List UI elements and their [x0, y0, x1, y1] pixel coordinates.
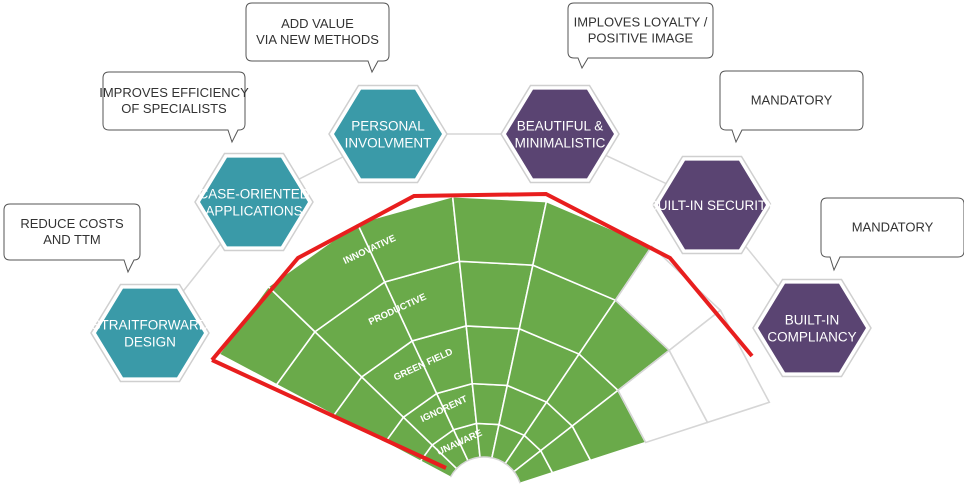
callout-mandatory-2: MANDATORY: [820, 197, 964, 272]
hexagon-label: BUILT-IN: [785, 313, 840, 328]
callout-text: OF SPECIALISTS: [121, 101, 227, 116]
callout-text: VIA NEW METHODS: [256, 32, 379, 47]
callout-mandatory-1: MANDATORY: [719, 70, 864, 144]
callout-improves-loyalty: IMPLOVES LOYALTY /POSITIVE IMAGE: [567, 2, 714, 70]
hexagon-straitforward: STRAITFORWARD DESIGN: [90, 283, 210, 383]
callout-bubble: [3, 203, 141, 274]
fan-grid: [449, 456, 521, 484]
callout-bubble: [102, 71, 246, 144]
hexagon-fill: [200, 157, 308, 247]
callout-text: POSITIVE IMAGE: [588, 31, 694, 46]
hexagon-personal: PERSONAL INVOLVMENT: [328, 84, 448, 184]
hexagon-fill: [658, 160, 766, 250]
hexagon-label: PERSONAL: [351, 119, 425, 134]
hexagon-fill: [506, 89, 614, 179]
hexagon-label: APPLICATIONS: [205, 204, 302, 219]
fan-cells: [217, 195, 771, 485]
callout-text: IMPLOVES LOYALTY /: [574, 15, 708, 30]
fan-cell: [668, 309, 771, 424]
callout-text: MANDATORY: [751, 93, 833, 108]
hexagon-label: COMPLIANCY: [767, 330, 856, 345]
callout-bubble: [245, 2, 390, 74]
callout-bubble: [567, 2, 714, 70]
hexagon-label: INVOLVMENT: [345, 136, 432, 151]
callout-text: AND TTM: [43, 232, 101, 247]
hexagon-fill: [758, 283, 866, 373]
hexagon-label: BUILT-IN SECURITY: [649, 198, 776, 213]
hexagon-beautiful: BEAUTIFUL & MINIMALISTIC: [500, 84, 620, 184]
callout-text: IMPROVES EFFICIENCY: [99, 85, 249, 100]
maturity-outline-left: [211, 358, 447, 470]
hexagon-fill: [334, 89, 442, 179]
callout-text: REDUCE COSTS: [20, 216, 124, 231]
callout-bubble: [719, 70, 864, 144]
hexagon-label: CASE-ORIENTED: [198, 187, 309, 202]
maturity-outline: [210, 191, 754, 362]
callout-text: ADD VALUE: [281, 16, 354, 31]
callout-text: MANDATORY: [852, 220, 934, 235]
hexagon-security: BUILT-IN SECURITY: [649, 155, 776, 255]
fan-inner-arc: [449, 456, 521, 484]
hexagon-case-oriented: CASE-ORIENTED APPLICATIONS: [194, 152, 314, 252]
hexagons: STRAITFORWARD DESIGN CASE-ORIENTED APPLICAT…: [90, 84, 872, 383]
hexagon-label: STRAITFORWARD: [92, 318, 209, 333]
hexagon-label: MINIMALISTIC: [515, 136, 606, 151]
fan-cell: [451, 195, 548, 266]
hexagon-label: DESIGN: [124, 335, 176, 350]
hexagon-label: BEAUTIFUL &: [517, 119, 604, 134]
hexagon-compliancy: BUILT-IN COMPLIANCY: [752, 278, 872, 378]
hexagon-fill: [96, 288, 204, 378]
